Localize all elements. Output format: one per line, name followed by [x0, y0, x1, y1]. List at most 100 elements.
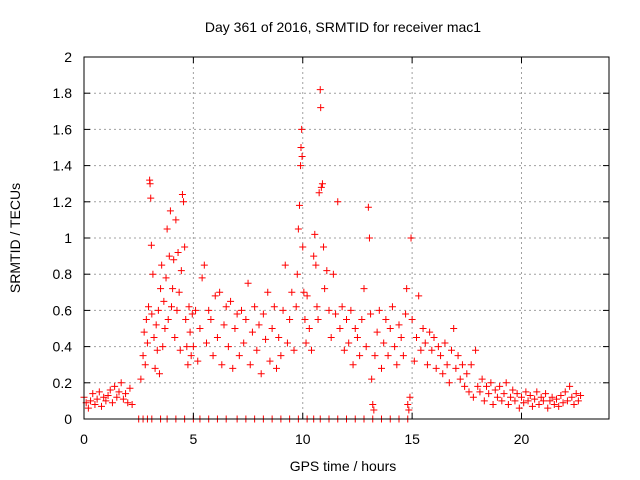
data-point [561, 388, 569, 396]
data-point [321, 285, 329, 293]
data-point [421, 339, 429, 347]
data-point [192, 306, 200, 314]
data-point [150, 334, 158, 342]
data-point [491, 386, 499, 394]
data-point [194, 357, 202, 365]
data-point [338, 303, 346, 311]
data-point [320, 243, 328, 251]
data-point [298, 125, 306, 133]
x-tick-label: 20 [514, 431, 530, 447]
data-point [152, 321, 160, 329]
data-point [203, 339, 210, 347]
data-point [166, 207, 174, 215]
data-point [513, 390, 521, 398]
data-point [147, 194, 155, 202]
data-point [474, 382, 482, 390]
data-point [537, 393, 545, 401]
data-point [437, 352, 445, 360]
data-point [515, 404, 523, 412]
data-point [95, 388, 103, 396]
data-point [165, 252, 173, 260]
data-point [111, 382, 119, 390]
data-point [317, 183, 325, 191]
data-point [526, 391, 534, 399]
data-point [476, 388, 484, 396]
data-point [334, 198, 342, 206]
data-point [507, 393, 515, 401]
data-point [266, 357, 274, 365]
data-point [566, 382, 574, 390]
data-point [432, 364, 440, 372]
data-point [311, 230, 319, 238]
data-point [178, 191, 186, 199]
data-point [185, 303, 193, 311]
data-point [349, 361, 357, 369]
data-point [402, 310, 410, 318]
data-point [303, 292, 311, 300]
data-point [108, 399, 116, 407]
data-point [369, 401, 377, 409]
data-point [434, 343, 442, 351]
data-point [428, 346, 436, 354]
data-point [140, 328, 148, 336]
data-point [159, 343, 167, 351]
data-point [161, 325, 169, 332]
data-point [163, 225, 171, 233]
data-point [404, 401, 412, 409]
data-point [102, 397, 110, 405]
data-point [124, 399, 132, 407]
data-point [419, 325, 427, 332]
data-point [149, 270, 157, 278]
x-tick-label: 10 [295, 431, 311, 447]
data-point [98, 402, 105, 410]
data-point [310, 252, 318, 260]
data-point [158, 261, 166, 269]
data-point [139, 352, 147, 360]
data-point [572, 390, 580, 398]
data-point [463, 370, 471, 378]
data-point [288, 288, 296, 296]
data-point [509, 386, 517, 394]
data-point [365, 234, 373, 242]
y-tick-label: 0.4 [53, 339, 73, 355]
chart-title: Day 361 of 2016, SRMTID for receiver mac… [205, 19, 481, 35]
data-point [430, 334, 438, 342]
data-point [113, 393, 121, 401]
data-point [426, 328, 434, 336]
data-point [375, 306, 383, 314]
data-point [448, 346, 455, 354]
y-tick-label: 1.8 [53, 85, 73, 101]
data-point [176, 346, 184, 354]
data-point [198, 274, 206, 282]
data-point [559, 399, 567, 407]
data-point [347, 306, 355, 314]
data-point [413, 334, 420, 342]
data-point [405, 406, 413, 414]
data-point [128, 401, 136, 409]
data-point [378, 364, 385, 372]
data-point [539, 397, 547, 405]
data-point [323, 267, 331, 275]
data-point [408, 315, 416, 323]
data-point [220, 321, 228, 329]
data-point [298, 153, 306, 161]
data-point [253, 346, 261, 354]
data-point [273, 364, 280, 372]
data-point [450, 325, 458, 332]
y-tick-label: 1.4 [53, 158, 73, 174]
data-point [544, 404, 552, 412]
data-point [452, 364, 460, 372]
data-point [522, 388, 530, 396]
data-point [461, 382, 469, 390]
data-point [533, 388, 541, 396]
x-tick-label: 5 [189, 431, 197, 447]
data-point [382, 315, 390, 323]
data-point [119, 395, 127, 403]
axis-ticks [83, 56, 609, 420]
data-point [443, 361, 451, 369]
data-point [154, 306, 162, 314]
data-point [100, 393, 108, 401]
data-point [168, 303, 175, 311]
data-point [305, 325, 313, 332]
